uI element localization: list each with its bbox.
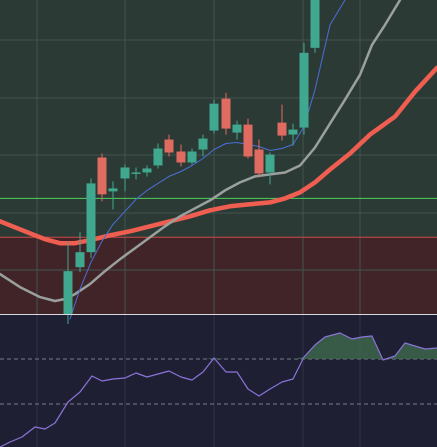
candle-body xyxy=(164,139,174,153)
candle-down xyxy=(97,153,107,202)
candle-down xyxy=(221,92,231,135)
candle-up xyxy=(187,148,197,165)
candle-up xyxy=(232,120,242,140)
candle-up xyxy=(265,152,275,185)
candle-up xyxy=(86,178,96,259)
candle-body xyxy=(243,124,253,157)
candle-up xyxy=(299,42,309,135)
candle-body xyxy=(310,0,320,48)
candle-up xyxy=(120,164,130,192)
ma-slow-line xyxy=(0,65,437,246)
candle-down xyxy=(243,118,253,159)
candle-body xyxy=(232,124,242,133)
oscillator-panel xyxy=(0,332,437,447)
candle-up xyxy=(153,143,163,169)
candle-body xyxy=(108,188,118,192)
candle-body xyxy=(131,172,141,174)
candle-body xyxy=(120,167,130,179)
candle-body xyxy=(198,138,208,150)
candle-body xyxy=(153,148,163,166)
candle-up xyxy=(209,99,219,134)
candle-body xyxy=(75,252,85,268)
oscillator-overbought-fill xyxy=(203,333,437,359)
indicator-panel-background xyxy=(0,315,437,447)
candle-body xyxy=(63,271,73,314)
oscillator-line xyxy=(0,332,437,447)
candle-down xyxy=(164,134,174,157)
candle-body xyxy=(277,122,287,136)
candle-up xyxy=(75,232,85,273)
candle-body xyxy=(288,129,298,135)
candle-up xyxy=(198,134,208,157)
candle-body xyxy=(254,149,264,174)
candle-body xyxy=(265,154,275,173)
candle-body xyxy=(86,183,96,253)
horizontal-levels xyxy=(0,197,437,238)
candle-down xyxy=(176,144,186,167)
candle-up xyxy=(288,123,298,146)
candle-body xyxy=(221,98,231,129)
candle-down xyxy=(254,139,264,178)
candle-up xyxy=(108,181,118,210)
candle-up xyxy=(63,242,73,324)
candle-body xyxy=(299,52,309,128)
candle-body xyxy=(176,151,186,163)
candle-body xyxy=(97,157,107,195)
candle-up xyxy=(310,0,320,53)
lower-zone-shading xyxy=(0,237,437,314)
candle-down xyxy=(277,104,287,141)
candle-body xyxy=(142,168,152,173)
price-grid xyxy=(0,0,437,314)
candle-body xyxy=(209,103,219,131)
candle-body xyxy=(187,151,197,163)
candlestick-series xyxy=(63,0,320,324)
candle-up xyxy=(131,167,141,180)
candle-up xyxy=(142,165,152,177)
